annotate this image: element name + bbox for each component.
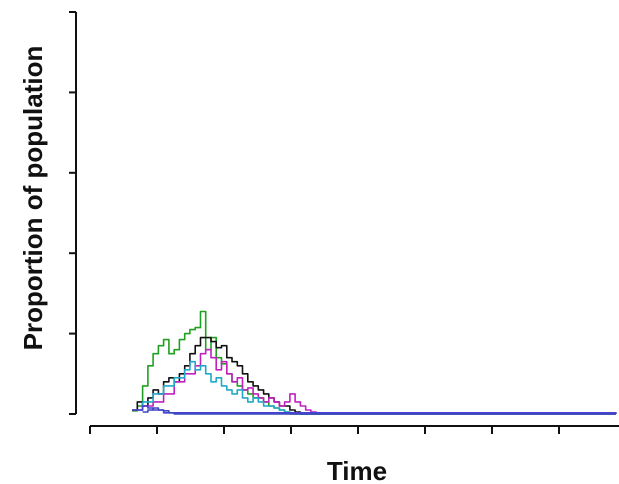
y-axis	[69, 11, 77, 415]
x-axis-label: Time	[327, 456, 387, 484]
series-line-2	[132, 336, 616, 415]
series-line-3	[137, 348, 616, 415]
series-line-6	[142, 407, 616, 415]
series-line-1	[132, 310, 616, 415]
series-line-4	[137, 360, 616, 415]
x-axis	[89, 425, 619, 434]
series-layer	[132, 310, 617, 415]
series-line-5	[132, 405, 617, 414]
y-axis-label: Proportion of population	[18, 46, 48, 351]
